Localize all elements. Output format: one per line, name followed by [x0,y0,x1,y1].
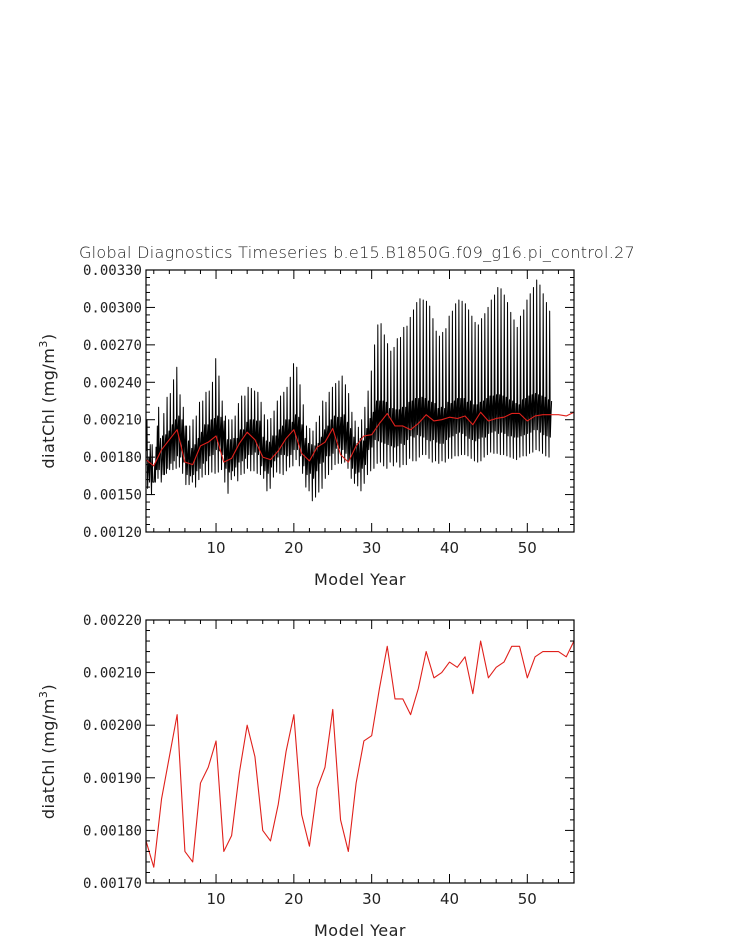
x-tick-label: 20 [284,890,303,908]
plot-frame [145,269,575,533]
y-tick-label: 0.00180 [83,450,142,466]
y-tick-label: 0.00210 [83,413,142,429]
y-tick-label: 0.00330 [83,263,142,279]
y-axis-title: diatChl (mg/m3) [37,684,58,819]
y-tick-label: 0.00240 [83,375,142,391]
y-tick-label: 0.00200 [83,718,142,734]
x-tick-label: 40 [440,539,459,557]
x-tick-label: 30 [362,539,381,557]
y-tick-label: 0.00170 [83,876,142,892]
y-tick-label: 0.00300 [83,300,142,316]
y-axis-title: diatChl (mg/m3) [37,333,58,468]
x-axis-title: Model Year [314,921,406,940]
x-tick-label: 10 [206,890,225,908]
x-tick-label: 50 [518,890,537,908]
y-tick-label: 0.00220 [83,613,142,629]
x-tick-label: 40 [440,890,459,908]
y-tick-label: 0.00270 [83,338,142,354]
y-tick-label: 0.00180 [83,823,142,839]
x-tick-label: 30 [362,890,381,908]
series-line-monthly [145,279,553,502]
figure-title: Global Diagnostics Timeseries b.e15.B185… [79,243,635,262]
timeseries-chart-monthly: 0.00120 0.00150 0.00180 0.00210 0.00240 0.002… [37,263,575,589]
y-tick-label: 0.00150 [83,488,142,504]
x-axis-title: Model Year [314,570,406,589]
x-tick-label: 10 [206,539,225,557]
x-tick-label: 50 [518,539,537,557]
y-tick-label: 0.00120 [83,525,142,541]
y-tick-label: 0.00210 [83,666,142,682]
y-tick-label: 0.00190 [83,771,142,787]
series-line-annual-mean [145,640,575,868]
x-tick-label: 20 [284,539,303,557]
timeseries-chart-annual: 0.00170 0.00180 0.00190 0.00200 0.00210 0.002… [37,613,575,940]
plot-frame [145,619,575,884]
series-line-annual-mean [145,411,575,467]
